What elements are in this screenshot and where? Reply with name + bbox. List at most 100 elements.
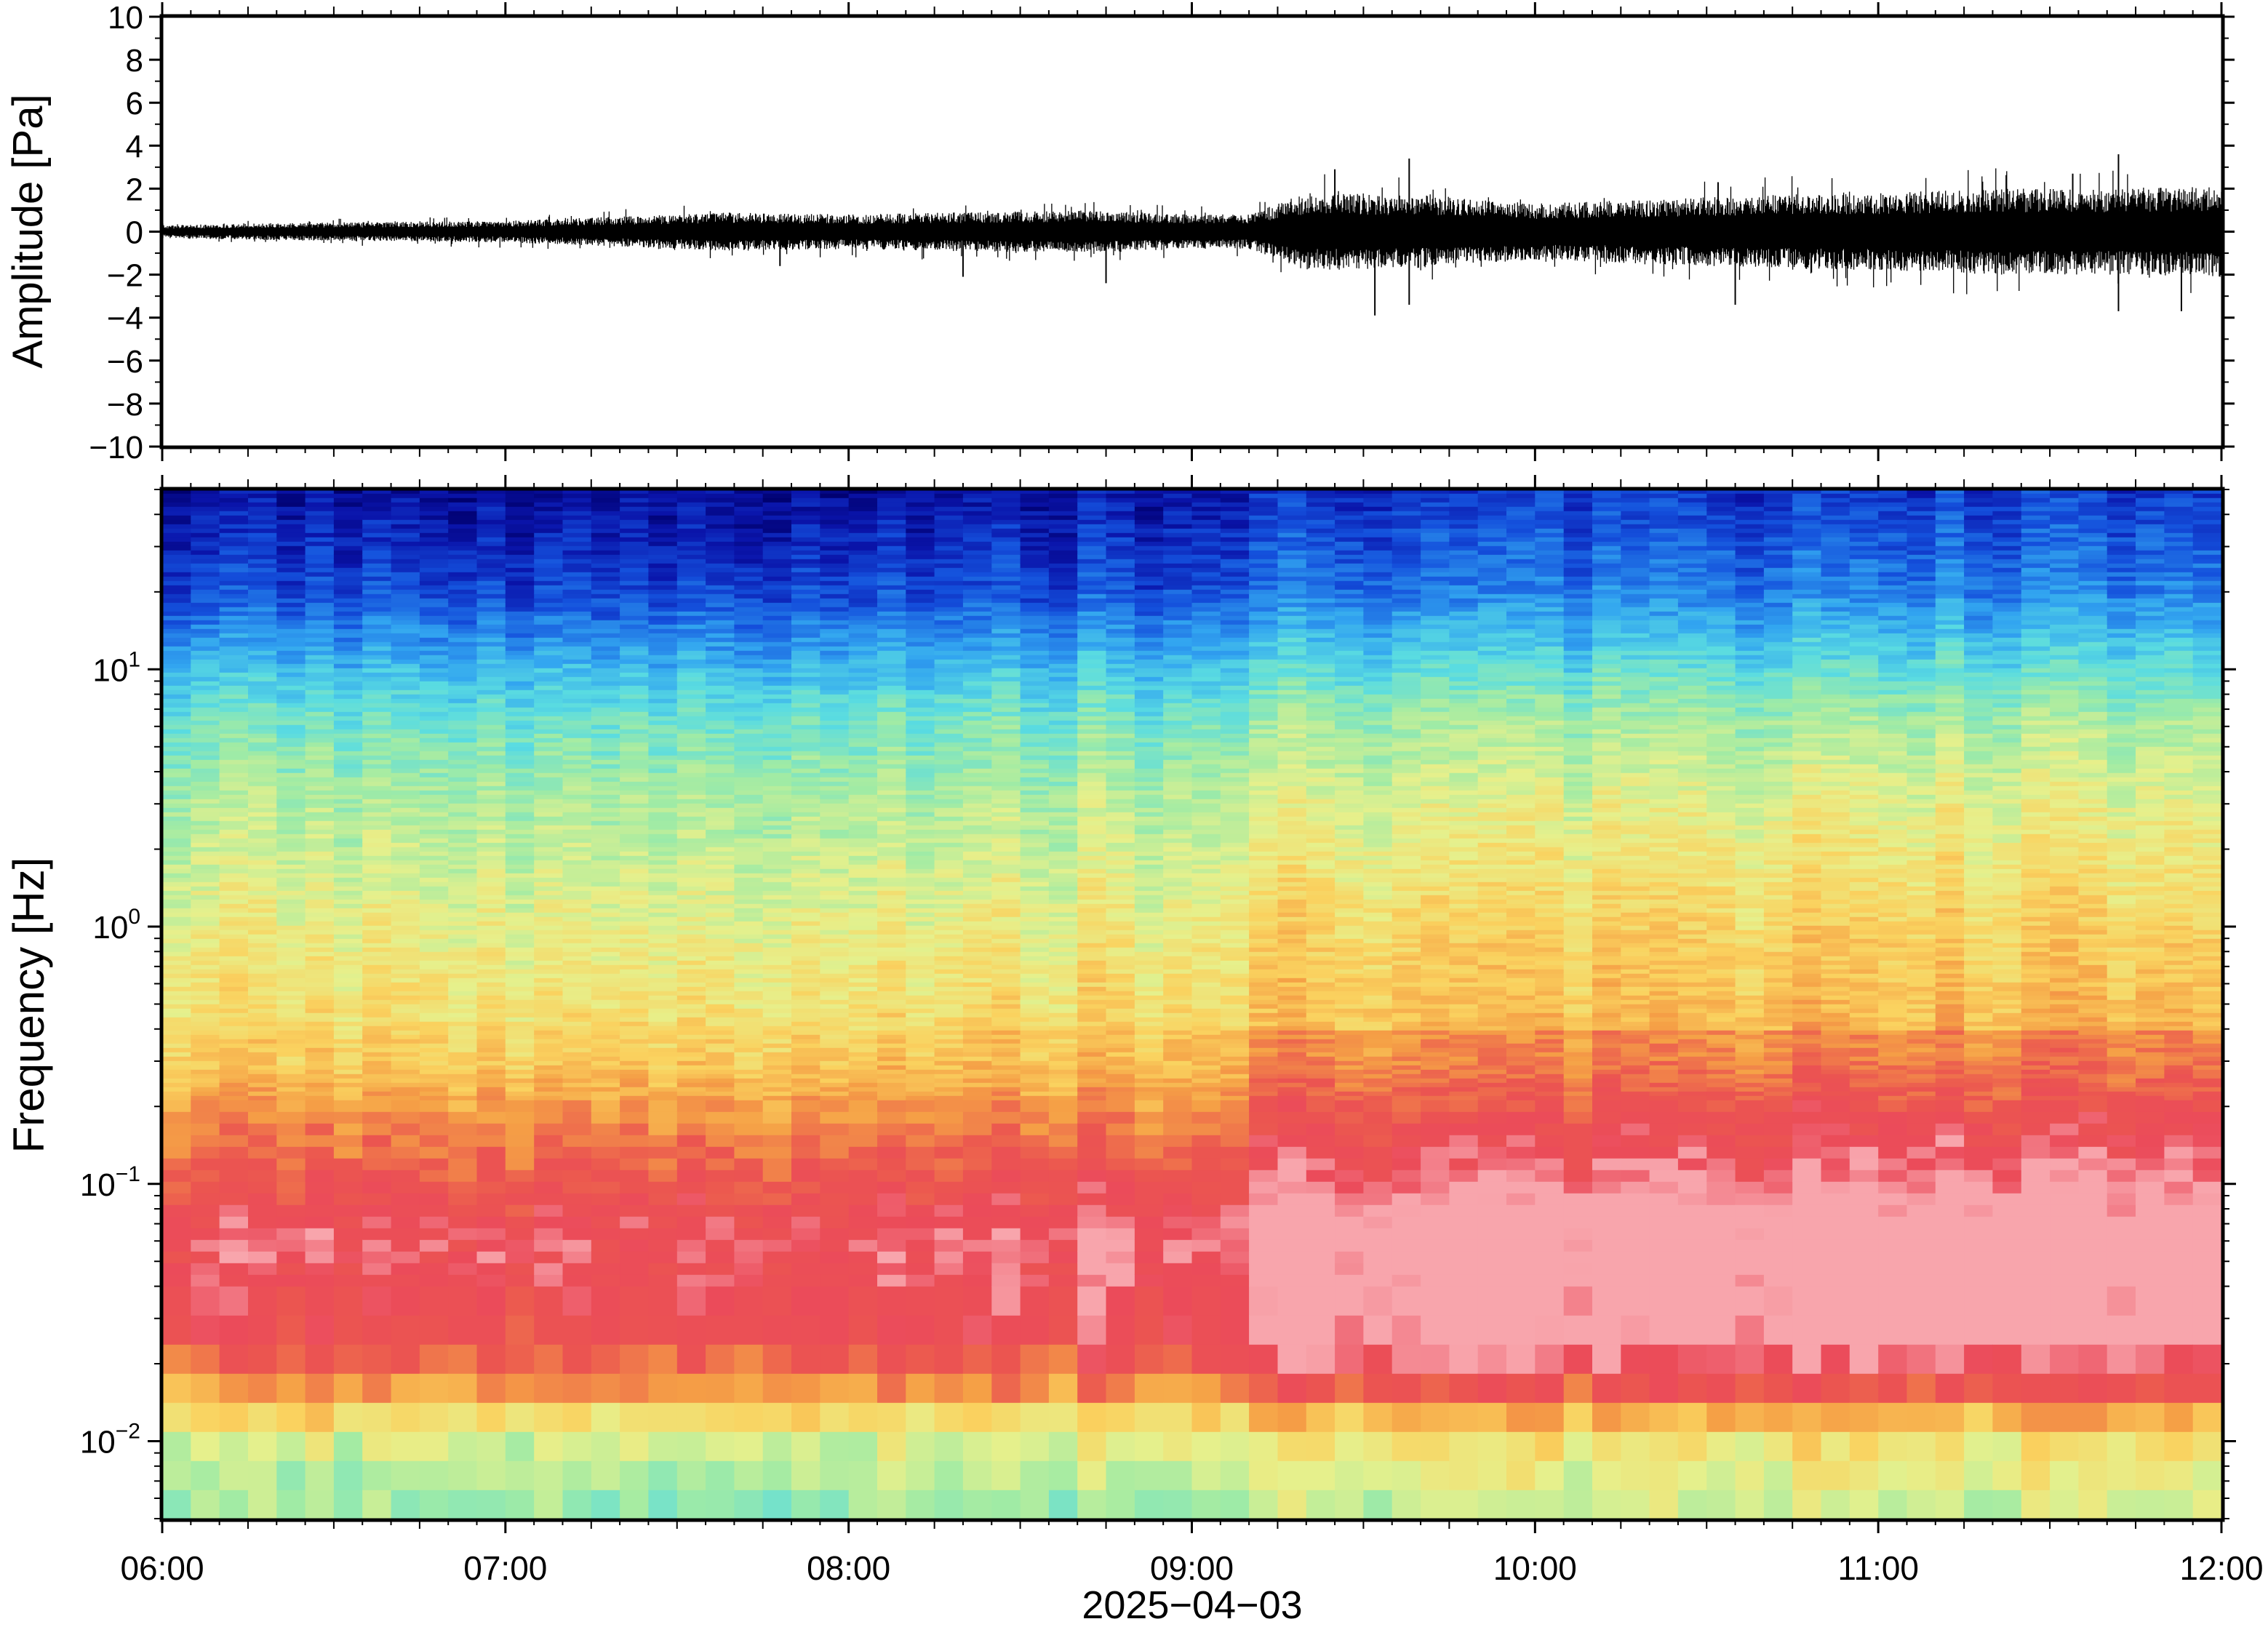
- spectrogram-cell: [333, 790, 363, 795]
- spectrogram-cell: [820, 602, 850, 607]
- spectrogram-cell: [191, 1039, 220, 1044]
- spectrogram-cell: [706, 960, 735, 965]
- spectrogram-cell: [476, 602, 506, 607]
- spectrogram-cell: [248, 493, 278, 498]
- spectrogram-cell: [191, 759, 220, 764]
- spectrogram-cell: [591, 698, 620, 703]
- spectrogram-cell: [162, 1095, 192, 1100]
- spectrogram-cell: [706, 912, 735, 917]
- spectrogram-cell: [448, 1030, 478, 1035]
- spectrogram-cell: [333, 895, 363, 900]
- spectrogram-cell: [191, 685, 220, 690]
- spectrogram-cell: [162, 506, 192, 511]
- spectrogram-cell: [305, 759, 335, 764]
- spectrogram-cell: [562, 572, 592, 577]
- spectrogram-cell: [706, 882, 735, 887]
- spectrogram-cell: [734, 576, 764, 581]
- spectrogram-cell: [762, 799, 792, 804]
- spectrogram-cell: [620, 1008, 650, 1013]
- spectrogram-cell: [305, 720, 335, 725]
- spectrogram-cell: [962, 519, 992, 524]
- spectrogram-cell: [191, 746, 220, 751]
- spectrogram-cell: [476, 1204, 506, 1217]
- spectrogram-cell: [591, 1135, 620, 1147]
- spectrogram-cell: [562, 1100, 592, 1112]
- spectrogram-cell: [248, 1047, 278, 1052]
- spectrogram-cell: [448, 672, 478, 677]
- spectrogram-cell: [734, 1052, 764, 1057]
- spectrogram-cell: [1020, 1074, 1050, 1079]
- spectrogram-cell: [305, 895, 335, 900]
- spectrogram-cell: [820, 1263, 850, 1275]
- spectrogram-cell: [791, 1021, 821, 1026]
- spectrogram-cell: [791, 519, 821, 524]
- spectrogram-cell: [706, 812, 735, 817]
- spectrogram-cell: [276, 493, 306, 498]
- spectrogram-cell: [448, 729, 478, 734]
- spectrogram-cell: [276, 934, 306, 939]
- spectrogram-cell: [848, 772, 878, 777]
- spectrogram-cell: [333, 886, 363, 891]
- spectrogram-cell: [219, 698, 249, 703]
- spectrogram-cell: [562, 759, 592, 764]
- spectrogram-cell: [248, 759, 278, 764]
- spectrogram-cell: [991, 864, 1021, 869]
- spectrogram-cell: [562, 1251, 592, 1263]
- spectrogram-cell: [505, 838, 535, 843]
- spectrogram-cell: [791, 794, 821, 799]
- spectrogram-cell: [676, 572, 706, 577]
- spectrogram-cell: [362, 641, 392, 647]
- spectrogram-cell: [534, 1181, 564, 1194]
- spectrogram-cell: [934, 506, 964, 511]
- spectrogram-cell: [448, 1315, 478, 1345]
- spectrogram-cell: [734, 1065, 764, 1070]
- spectrogram-cell: [848, 829, 878, 834]
- spectrogram-cell: [419, 912, 449, 917]
- spectrogram-cell: [248, 751, 278, 756]
- spectrogram-cell: [848, 855, 878, 860]
- spectrogram-cell: [476, 842, 506, 847]
- spectrogram-cell: [820, 572, 850, 577]
- spectrogram-cell: [934, 956, 964, 961]
- spectrogram-cell: [505, 1216, 535, 1228]
- spectrogram-cell: [248, 908, 278, 913]
- spectrogram-cell: [1020, 1091, 1050, 1096]
- spectrogram-cell: [505, 563, 535, 568]
- spectrogram-cell: [305, 751, 335, 756]
- spectrogram-cell: [762, 1039, 792, 1044]
- spectrogram-cell: [191, 785, 220, 791]
- spectrogram-cell: [534, 1373, 564, 1403]
- spectrogram-cell: [791, 585, 821, 590]
- spectrogram-cell: [476, 1344, 506, 1374]
- spectrogram-cell: [591, 497, 620, 503]
- spectrogram-cell: [591, 781, 620, 786]
- spectrogram-cell: [648, 1082, 678, 1087]
- spectrogram-cell: [676, 1170, 706, 1182]
- spectrogram-cell: [648, 1111, 678, 1124]
- spectrogram-cell: [877, 908, 907, 913]
- spectrogram-cell: [248, 877, 278, 882]
- spectrogram-cell: [591, 681, 620, 686]
- spectrogram-cell: [391, 676, 420, 681]
- spectrogram-cell: [476, 903, 506, 908]
- spectrogram-cell: [648, 1034, 678, 1039]
- spectrogram-cell: [362, 703, 392, 708]
- spectrogram-cell: [562, 938, 592, 943]
- spectrogram-cell: [706, 772, 735, 777]
- spectrogram-cell: [248, 737, 278, 743]
- spectrogram-cell: [505, 659, 535, 664]
- spectrogram-cell: [620, 689, 650, 695]
- spectrogram-cell: [419, 921, 449, 926]
- spectrogram-cell: [962, 1490, 992, 1519]
- spectrogram-cell: [476, 593, 506, 599]
- spectrogram-cell: [706, 707, 735, 712]
- spectrogram-cell: [162, 1052, 192, 1057]
- spectrogram-cell: [676, 755, 706, 760]
- spectrogram-cell: [848, 1344, 878, 1374]
- spectrogram-cell: [362, 1056, 392, 1061]
- spectrogram-cell: [734, 1402, 764, 1432]
- spectrogram-cell: [962, 1193, 992, 1205]
- spectrogram-cell: [676, 1091, 706, 1096]
- spectrogram-cell: [762, 580, 792, 585]
- spectrogram-cell: [648, 746, 678, 751]
